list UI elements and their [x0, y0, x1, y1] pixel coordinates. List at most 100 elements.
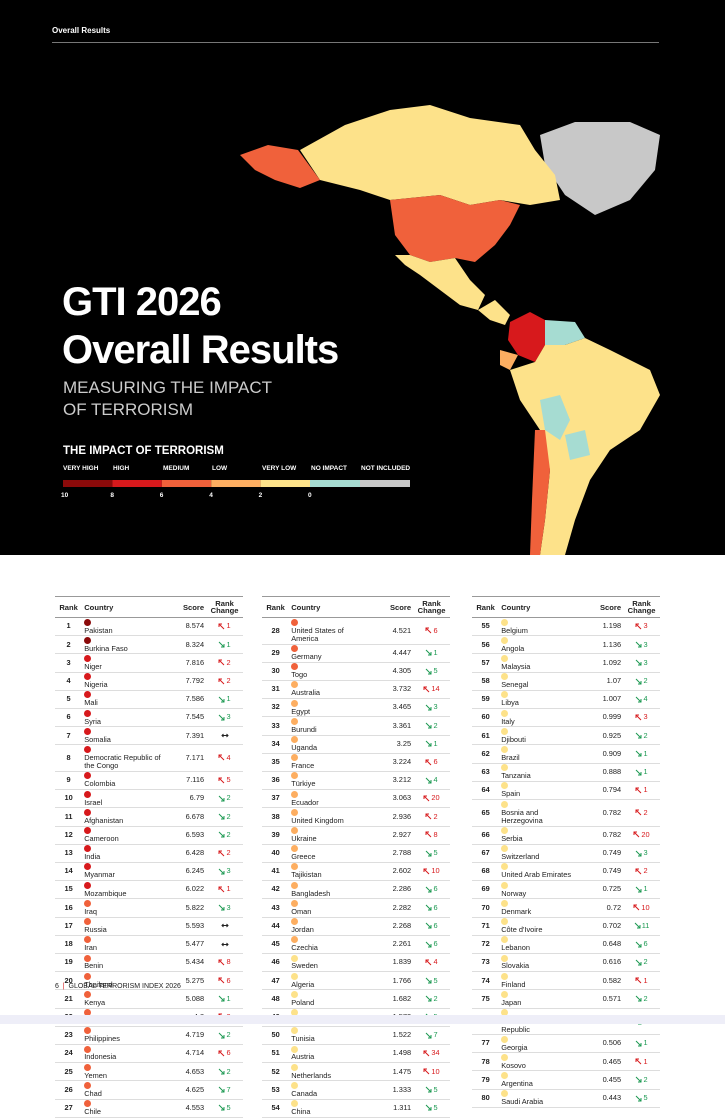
score: 6.428: [172, 844, 207, 863]
rank-change: 1: [623, 971, 660, 991]
rank-change-value: 5: [226, 775, 231, 785]
score-dot: [84, 1100, 92, 1108]
arrow-stroke: [426, 1086, 432, 1093]
arrow-stroke: [636, 623, 642, 630]
country-cell: Denmark: [499, 898, 590, 918]
country-cell: Brazil: [499, 744, 590, 764]
map-region: [390, 195, 520, 262]
country-cell: Afghanistan: [82, 807, 173, 827]
rank-change-value: 2: [226, 811, 231, 821]
rank-change: 1: [413, 644, 450, 663]
score-dot: [84, 691, 92, 699]
country-cell: India: [82, 844, 173, 863]
score-dot: [291, 845, 299, 853]
score: 4.714: [172, 1044, 207, 1064]
rank-change: 2: [623, 799, 660, 827]
arrow-stroke: [426, 627, 432, 634]
country-cell: Angola: [499, 635, 590, 655]
country-cell: Kosovo: [499, 1052, 590, 1072]
arrow-stroke: [221, 907, 225, 911]
rank-arrow: [636, 678, 642, 684]
rank-change-value: 1: [643, 785, 648, 795]
arrow-stroke: [426, 977, 432, 984]
map-region: [540, 122, 660, 215]
score-dot: [501, 863, 509, 871]
score-dot: [291, 1009, 299, 1017]
rank-change: 1: [623, 880, 660, 900]
country-cell: Ukraine: [289, 826, 380, 845]
rank-arrow: [633, 831, 640, 838]
legend-title: THE IMPACT OF TERRORISM: [63, 445, 224, 457]
arrow-stroke: [634, 904, 640, 911]
score: 1.475: [379, 1062, 414, 1082]
country-cell: Burundi: [289, 716, 380, 736]
country: Italy: [501, 716, 515, 726]
table-row: 13 India 6.428 2: [55, 844, 243, 863]
country: Sweden: [291, 961, 318, 971]
rank-change: 5: [413, 971, 450, 991]
rank-change: 6: [413, 880, 450, 900]
rank-change: 2: [206, 672, 243, 691]
country: Democratic Republic of the Congo: [84, 752, 161, 771]
arrow-stroke: [426, 995, 432, 1002]
score-dot: [291, 790, 299, 798]
arrow-stroke: [636, 769, 642, 775]
rank: 64: [472, 781, 500, 801]
rank-arrow: [636, 659, 642, 666]
score-dot: [501, 782, 509, 790]
arrow-stroke: [636, 941, 642, 947]
rank-arrow: [218, 886, 225, 893]
rank-arrow: [426, 941, 432, 948]
arrow-stroke: [636, 886, 642, 893]
rank-change-value: 10: [431, 1066, 440, 1076]
country-cell: Israel: [82, 789, 173, 809]
legend-swatch: [211, 480, 261, 487]
rank-change: 2: [206, 826, 243, 845]
table-row: 28 United States of America 4.521 6: [262, 617, 450, 645]
rank-change-value: 2: [226, 829, 231, 839]
rank: 79: [472, 1070, 500, 1090]
table-row: 35 France 3.224 6: [262, 753, 450, 772]
country-cell: Bosnia and Herzegovina: [499, 799, 590, 827]
table-row: 53 Canada 1.333 5: [262, 1080, 450, 1100]
table-row: 14 Myanmar 6.245 3: [55, 862, 243, 882]
table-row: 74 Finland 0.582 1: [472, 971, 660, 991]
arrow-stroke: [636, 868, 642, 875]
table-row: 61 Djibouti 0.925 2: [472, 726, 660, 746]
score-dot: [501, 881, 509, 889]
score: 0.782: [589, 826, 624, 845]
rank-arrow: [426, 741, 432, 747]
arrow-stroke: [423, 868, 428, 872]
rank-arrow: [218, 623, 225, 630]
rank-change-value: 2: [433, 993, 438, 1003]
country-cell: Algeria: [289, 971, 380, 991]
rank-change: 1: [623, 781, 660, 801]
arrow-stroke: [638, 644, 642, 648]
score-dot: [84, 1081, 92, 1089]
score-dot: [84, 673, 92, 681]
rank-arrow: [218, 977, 225, 984]
legend-swatch: [360, 480, 410, 487]
country: Nigeria: [84, 680, 108, 690]
rank-arrow: [636, 941, 642, 948]
rank-arrow: [634, 923, 641, 929]
arrow-stroke: [636, 641, 642, 648]
rank: 52: [262, 1062, 290, 1082]
country: Belgium: [501, 625, 528, 635]
score: 7.171: [172, 744, 207, 772]
rank-change: 6: [206, 971, 243, 991]
country-cell: Austria: [289, 1044, 380, 1064]
country-cell: Benin: [82, 953, 173, 973]
rank-change-value: 5: [643, 1093, 648, 1103]
rank-change: 5: [413, 844, 450, 863]
rank: 37: [262, 789, 290, 809]
map-region: [508, 312, 545, 362]
arrow-stroke: [219, 714, 225, 721]
rank: 44: [262, 917, 290, 936]
score-dot: [501, 1035, 509, 1043]
rank-change: 34: [413, 1044, 450, 1064]
rank: 26: [55, 1080, 83, 1100]
arrow-stroke: [638, 735, 642, 739]
table-row: 18 Iran 5.477: [55, 935, 243, 954]
rank-change-value: 2: [643, 730, 648, 740]
